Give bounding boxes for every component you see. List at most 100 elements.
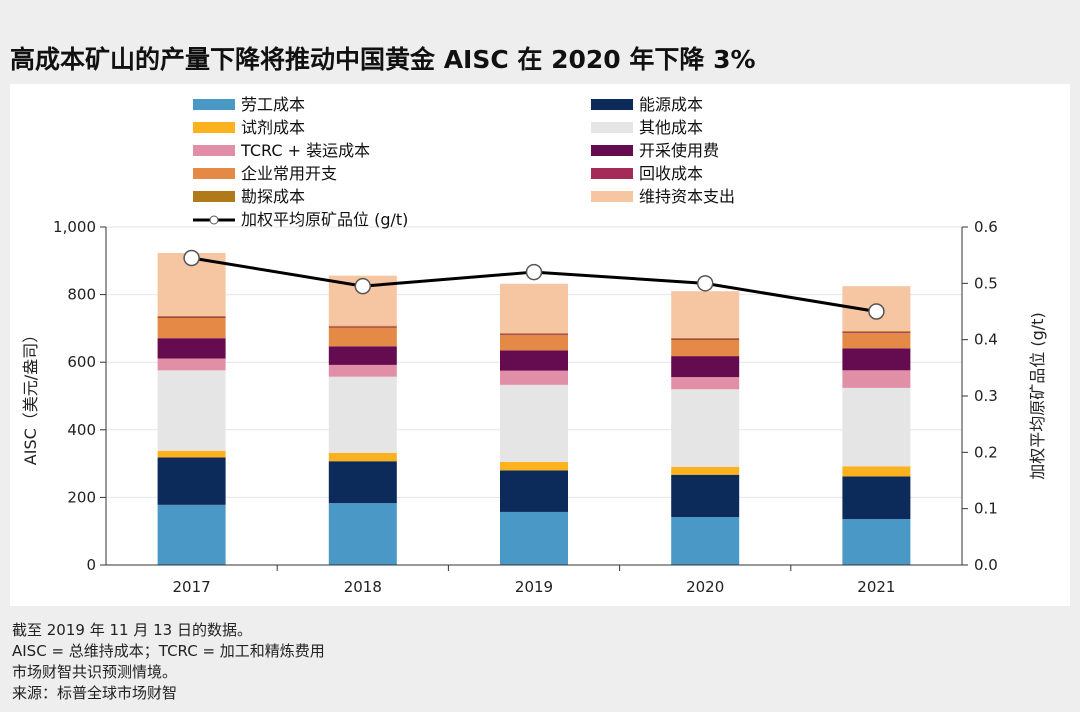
note-scenario: 市场财智共识预测情境。 [12, 663, 178, 681]
chart-title: 高成本矿山的产量下降将推动中国黄金 AISC 在 2020 年下降 3% [10, 45, 756, 74]
legend-swatch [591, 122, 633, 133]
bar-segment [842, 348, 911, 371]
y-tick-label: 400 [67, 421, 96, 439]
bar-segment [671, 377, 740, 390]
legend-swatch [591, 168, 633, 179]
legend-swatch [193, 168, 235, 179]
bar-segment [157, 338, 226, 359]
legend-label: 维持资本支出 [639, 187, 735, 206]
bar-segment [328, 461, 397, 504]
legend-swatch [193, 191, 235, 202]
bar-segment [157, 315, 226, 317]
bar-segment [842, 466, 911, 477]
bar-segment [842, 333, 911, 349]
legend-swatch [591, 145, 633, 156]
legend-label: 加权平均原矿品位 (g/t) [241, 210, 408, 229]
y-tick-label: 200 [67, 488, 96, 506]
bar-segment [157, 358, 226, 371]
bar-segment [500, 350, 568, 371]
bar-segment [500, 335, 568, 351]
legend-swatch [591, 191, 633, 202]
bar-segment [671, 466, 740, 475]
bar-segment [671, 389, 740, 467]
chart-area: 0 200 400 600 800 1,000 0.0 0.1 0.2 0.3 0.4 0.5 0.6 2… [10, 84, 1070, 606]
bar-segment [328, 364, 397, 377]
note-definitions: AISC = 总维持成本；TCRC = 加工和精炼费用 [12, 642, 325, 660]
bar-segment [157, 316, 226, 318]
legend-label: 其他成本 [639, 118, 703, 137]
bar-segment [157, 457, 226, 505]
bar-segment [671, 517, 740, 565]
x-tick-label: 2017 [173, 578, 211, 596]
bar-segment [500, 370, 568, 385]
bar-segment [500, 333, 568, 335]
legend-label: 劳工成本 [241, 95, 305, 114]
bar-segment [328, 503, 397, 565]
bar-segment [671, 338, 740, 340]
y-tick-label: 0 [86, 556, 96, 574]
legend-label: TCRC + 装运成本 [240, 141, 370, 160]
y2-tick-label: 0.3 [974, 387, 998, 405]
bar-segment [842, 370, 911, 388]
legend-label: 开采使用费 [639, 141, 719, 160]
bar-segment [500, 461, 568, 471]
y-tick-label: 800 [67, 286, 96, 304]
bar-segment [157, 504, 226, 565]
bar-segment [328, 325, 397, 327]
legend-line-marker [209, 215, 219, 225]
bar-segment [328, 346, 397, 365]
grade-point [868, 303, 885, 320]
y-axis-title: AISC（美元/盎司） [21, 327, 40, 465]
bar-segment [500, 334, 568, 336]
y-tick-label: 600 [67, 353, 96, 371]
y2-tick-label: 0.1 [974, 500, 998, 518]
y2-tick-label: 0.2 [974, 443, 998, 461]
bar-segment [671, 337, 740, 339]
y2-tick-label: 0.4 [974, 331, 998, 349]
bar-segment [671, 356, 740, 378]
bar-segment [328, 452, 397, 462]
grade-point [696, 275, 714, 292]
bar-segment [157, 450, 226, 458]
legend-swatch [193, 122, 235, 133]
legend-label: 企业常用开支 [241, 164, 337, 183]
chart-notes: 截至 2019 年 11 月 13 日的数据。 AISC = 总维持成本；TCR… [12, 620, 325, 704]
bar-segment [500, 511, 568, 565]
bar-segment [842, 331, 911, 333]
bar-segment [328, 326, 397, 328]
x-tick-label: 2021 [857, 578, 895, 596]
x-tick-label: 2020 [686, 578, 724, 596]
y2-tick-label: 0.0 [974, 556, 998, 574]
bar-segment [671, 291, 740, 338]
grade-point [183, 249, 200, 267]
bar-segment [500, 384, 568, 462]
y2-tick-label: 0.6 [974, 218, 998, 236]
bar-segment [328, 327, 397, 347]
bar-segment [328, 376, 397, 453]
legend-swatch [591, 99, 633, 110]
stacked-bar-chart: 0 200 400 600 800 1,000 0.0 0.1 0.2 0.3 0.4 0.5 0.6 2… [21, 95, 1047, 596]
bar-segment [842, 519, 911, 565]
x-tick-label: 2019 [515, 578, 553, 596]
grade-point [525, 263, 543, 281]
legend-label: 能源成本 [639, 95, 703, 114]
grade-point [354, 277, 372, 295]
bar-segment [842, 387, 911, 467]
legend-label: 回收成本 [639, 164, 703, 183]
y2-tick-label: 0.5 [974, 274, 998, 292]
bar-segment [842, 332, 911, 334]
bar-segment [157, 317, 226, 339]
y-tick-label: 1,000 [53, 218, 96, 236]
bar-segment [842, 476, 911, 520]
note-source: 来源：标普全球市场财智 [12, 684, 178, 702]
note-date: 截至 2019 年 11 月 13 日的数据。 [12, 621, 252, 639]
bar-segment [671, 474, 740, 518]
y2-axis-title: 加权平均原矿品位 (g/t) [1028, 312, 1047, 479]
bar-segment [671, 339, 740, 357]
bar-segment [500, 283, 568, 334]
legend-swatch [193, 99, 235, 110]
legend-swatch [193, 145, 235, 156]
bar-segment [500, 470, 568, 512]
legend-label: 勘探成本 [241, 187, 305, 206]
bar-segment [157, 370, 226, 451]
